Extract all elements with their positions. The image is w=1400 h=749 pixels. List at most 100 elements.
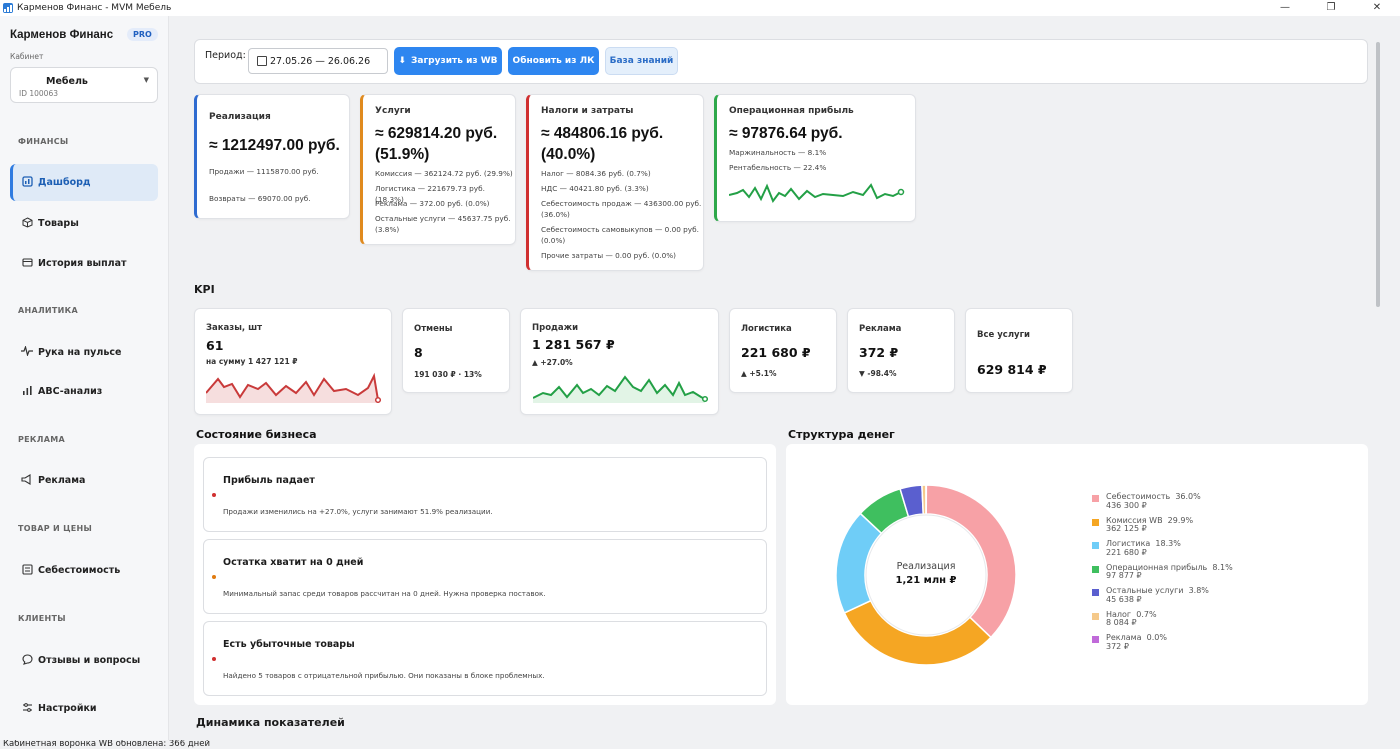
cabinet-label: Кабинет bbox=[10, 52, 44, 61]
knowledge-base-button[interactable]: База знаний bbox=[605, 47, 678, 75]
legend-item: Комиссия WB 29.9% 362 125 ₽ bbox=[1092, 516, 1233, 541]
sidebar-item-abc[interactable]: ABC-анализ bbox=[10, 373, 158, 410]
sidebar-item-label: ABC-анализ bbox=[38, 386, 103, 397]
legend-item: Остальные услуги 3.8% 45 638 ₽ bbox=[1092, 586, 1233, 611]
card-line: Остальные услуги — 45637.75 руб. bbox=[375, 214, 511, 223]
legend-name: Логистика bbox=[1106, 539, 1151, 548]
kpi-ads-card: Реклама 372 ₽ ▼ -98.4% bbox=[847, 308, 955, 393]
legend-swatch bbox=[1092, 589, 1099, 596]
date-range-picker[interactable]: 27.05.26 — 26.06.26 bbox=[248, 48, 388, 74]
section-goods: ТОВАР И ЦЕНЫ bbox=[18, 524, 93, 533]
sidebar-item-dashboard[interactable]: Дашборд bbox=[10, 164, 158, 201]
kpi-sales-card: Продажи 1 281 567 ₽ ▲ +27.0% bbox=[520, 308, 719, 415]
scrollbar[interactable] bbox=[1376, 42, 1380, 307]
sidebar-item-payouts[interactable]: История выплат bbox=[10, 245, 158, 282]
legend-name: Остальные услуги bbox=[1106, 586, 1184, 595]
sidebar-item-products[interactable]: Товары bbox=[10, 205, 158, 242]
section-analytics: АНАЛИТИКА bbox=[18, 306, 79, 315]
kpi-title: Продажи bbox=[532, 323, 579, 333]
app-icon bbox=[3, 3, 13, 13]
alert-card[interactable]: Остатка хватит на 0 дней Минимальный зап… bbox=[203, 539, 767, 614]
main-content: Период: 27.05.26 — 26.06.26 ⬇ Загрузить … bbox=[169, 16, 1384, 740]
legend-amount: 372 ₽ bbox=[1106, 641, 1129, 651]
legend-name: Налог bbox=[1106, 609, 1132, 619]
card-line: Налог — 8084.36 руб. (0.7%) bbox=[541, 169, 651, 178]
cabinet-name: Мебель bbox=[46, 76, 88, 87]
sidebar-item-label: Реклама bbox=[38, 475, 86, 486]
kpi-title: Все услуги bbox=[977, 330, 1030, 340]
minimize-icon[interactable]: — bbox=[1280, 2, 1290, 13]
card-line: Рентабельность — 22.4% bbox=[729, 163, 827, 172]
legend-swatch bbox=[1092, 518, 1099, 526]
megaphone-icon bbox=[20, 473, 34, 488]
kpi-title: Отмены bbox=[414, 324, 453, 334]
card-line: Возвраты — 69070.00 руб. bbox=[209, 194, 311, 203]
legend-swatch bbox=[1092, 612, 1099, 620]
status-bar: Кабинетная воронка WB обновлена: 366 дне… bbox=[0, 740, 1400, 749]
card-line: Себестоимость самовыкупов — 0.00 руб. bbox=[541, 225, 699, 234]
legend-swatch bbox=[1092, 565, 1099, 573]
kpi-title: Реклама bbox=[859, 324, 902, 334]
load-wb-button[interactable]: ⬇ Загрузить из WB bbox=[394, 47, 502, 75]
legend-swatch bbox=[1092, 542, 1099, 549]
card-value: ≈ 1212497.00 руб. bbox=[209, 137, 340, 154]
sidebar-item-ads[interactable]: Реклама bbox=[10, 462, 158, 499]
sliders-icon bbox=[20, 702, 34, 716]
kpi-title: Заказы, шт bbox=[206, 323, 263, 333]
orders-sparkline bbox=[206, 372, 382, 403]
sidebar-item-label: Настройки bbox=[38, 703, 97, 714]
sidebar-item-pulse[interactable]: Рука на пульсе bbox=[10, 334, 158, 371]
close-icon[interactable]: ✕ bbox=[1372, 2, 1382, 13]
knowledge-base-label: База знаний bbox=[609, 56, 674, 66]
legend-item: Реклама 0.0% 372 ₽ bbox=[1092, 633, 1233, 658]
sidebar-item-label: Рука на пульсе bbox=[38, 347, 122, 358]
maximize-icon[interactable]: ❐ bbox=[1326, 2, 1336, 13]
legend-swatch bbox=[1092, 495, 1099, 502]
kpi-sub: на сумму 1 427 121 ₽ bbox=[206, 357, 298, 366]
card-line: Реклама — 372.00 руб. (0.0%) bbox=[375, 199, 490, 208]
kpi-value: 1 281 567 ₽ bbox=[532, 337, 615, 352]
card-line: Маржинальность — 8.1% bbox=[729, 148, 827, 157]
alert-dot-icon bbox=[212, 575, 216, 579]
legend-amount: 362 125 ₽ bbox=[1106, 524, 1147, 533]
chat-icon bbox=[20, 653, 34, 668]
profit-card: Операционная прибыль ≈ 97876.64 руб. Мар… bbox=[714, 94, 916, 222]
refresh-lk-button[interactable]: Обновить из ЛК bbox=[508, 47, 599, 75]
legend-name: Реклама bbox=[1106, 633, 1142, 642]
kpi-value: 221 680 ₽ bbox=[741, 345, 811, 360]
alert-card[interactable]: Есть убыточные товары Найдено 5 товаров … bbox=[203, 621, 767, 696]
legend-pct: 0.0% bbox=[1146, 633, 1167, 642]
sidebar: Карменов Финанс PRO Кабинет Мебель ID 10… bbox=[0, 16, 169, 740]
card-title: Реализация bbox=[209, 112, 271, 122]
card-line: НДС — 40421.80 руб. (3.3%) bbox=[541, 184, 649, 193]
window-controls: — ❐ ✕ bbox=[1262, 0, 1400, 16]
sidebar-item-label: Отзывы и вопросы bbox=[38, 655, 141, 666]
kpi-title: Логистика bbox=[741, 324, 792, 334]
sidebar-item-settings[interactable]: Настройки bbox=[10, 690, 158, 727]
donut-center-label: Реализация bbox=[896, 561, 956, 572]
sidebar-item-cost[interactable]: Себестоимость bbox=[10, 552, 158, 589]
legend-name: Операционная прибыль bbox=[1106, 562, 1208, 572]
dashboard-icon bbox=[20, 175, 34, 190]
sidebar-item-label: Себестоимость bbox=[38, 565, 121, 576]
alert-title: Есть убыточные товары bbox=[223, 639, 355, 650]
card-title: Налоги и затраты bbox=[541, 106, 634, 116]
legend-item: Операционная прибыль 8.1% 97 877 ₽ bbox=[1092, 562, 1233, 588]
kpi-value: 8 bbox=[414, 345, 423, 360]
card-line: Себестоимость продаж — 436300.00 руб. bbox=[541, 199, 702, 208]
legend-amount: 8 084 ₽ bbox=[1106, 618, 1137, 627]
money-donut-chart bbox=[835, 484, 1017, 666]
card-line: (3.8%) bbox=[375, 225, 400, 234]
window-title: Карменов Финанс - MVM Мебель bbox=[17, 3, 172, 13]
kpi-sub: ▲ +27.0% bbox=[532, 358, 573, 367]
period-label: Период: bbox=[205, 50, 246, 61]
title-bar: Карменов Финанс - MVM Мебель — ❐ ✕ bbox=[0, 0, 1400, 16]
load-wb-label: Загрузить из WB bbox=[411, 56, 498, 66]
card-line: Прочие затраты — 0.00 руб. (0.0%) bbox=[541, 251, 676, 260]
kpi-cancels-card: Отмены 8 191 030 ₽ · 13% bbox=[402, 308, 510, 393]
cabinet-select[interactable]: Мебель ID 100063 ▼ bbox=[10, 67, 158, 103]
alert-title: Прибыль падает bbox=[223, 475, 315, 486]
alert-card[interactable]: Прибыль падает Продажи изменились на +27… bbox=[203, 457, 767, 532]
alert-text: Найдено 5 товаров с отрицательной прибыл… bbox=[223, 671, 545, 680]
sidebar-item-reviews[interactable]: Отзывы и вопросы bbox=[10, 642, 158, 679]
